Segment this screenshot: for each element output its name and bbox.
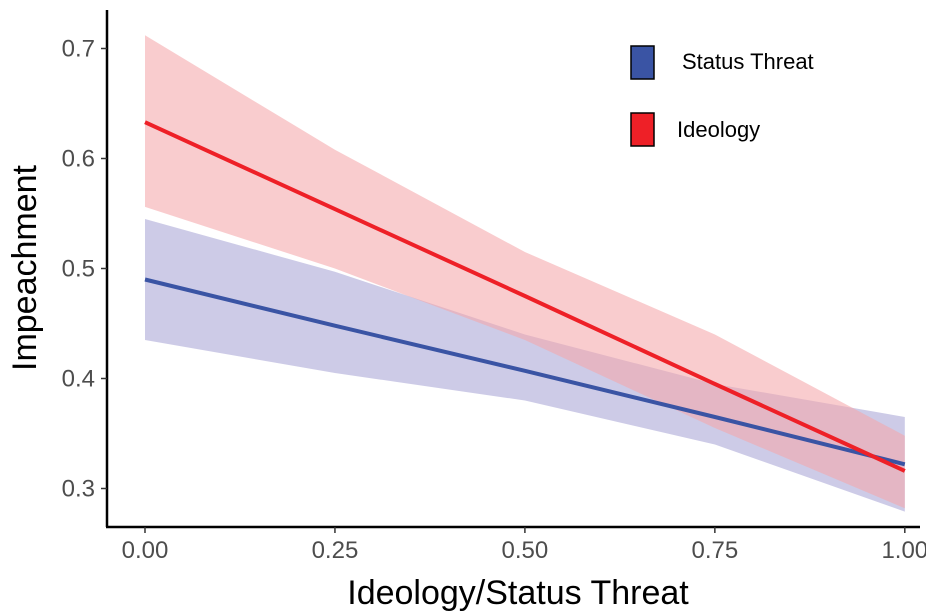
- x-tick-label: 0.25: [312, 537, 359, 564]
- confidence-band-status-threat: [145, 219, 905, 512]
- y-tick-label: 0.4: [62, 366, 95, 393]
- x-tick-label: 0.00: [122, 537, 169, 564]
- legend-label-ideology: Ideology: [677, 117, 760, 142]
- legend: Status Threat Ideology: [630, 45, 814, 147]
- y-tick-label: 0.6: [62, 146, 95, 173]
- x-axis-ticks: 0.00 0.25 0.50 0.75 1.00: [122, 527, 926, 564]
- y-tick-label: 0.7: [62, 36, 95, 63]
- y-axis-title: Impeachment: [6, 164, 44, 371]
- confidence-bands: [145, 35, 905, 512]
- x-tick-label: 0.75: [691, 537, 738, 564]
- series-line-status-threat: [144, 277, 906, 467]
- x-tick-label: 1.00: [881, 537, 926, 564]
- legend-label-status-threat: Status Threat: [682, 49, 814, 74]
- legend-key-ideology: [630, 112, 655, 147]
- series-lines: [144, 120, 906, 473]
- legend-key-status-threat: [630, 45, 655, 80]
- series-line-ideology: [144, 120, 906, 473]
- confidence-band-ideology: [145, 35, 905, 509]
- y-axis-ticks: 0.3 0.4 0.5 0.6 0.7: [62, 36, 107, 503]
- x-axis-title: Ideology/Status Threat: [347, 574, 689, 612]
- y-tick-label: 0.5: [62, 256, 95, 283]
- y-tick-label: 0.3: [62, 476, 95, 503]
- x-tick-label: 0.50: [502, 537, 549, 564]
